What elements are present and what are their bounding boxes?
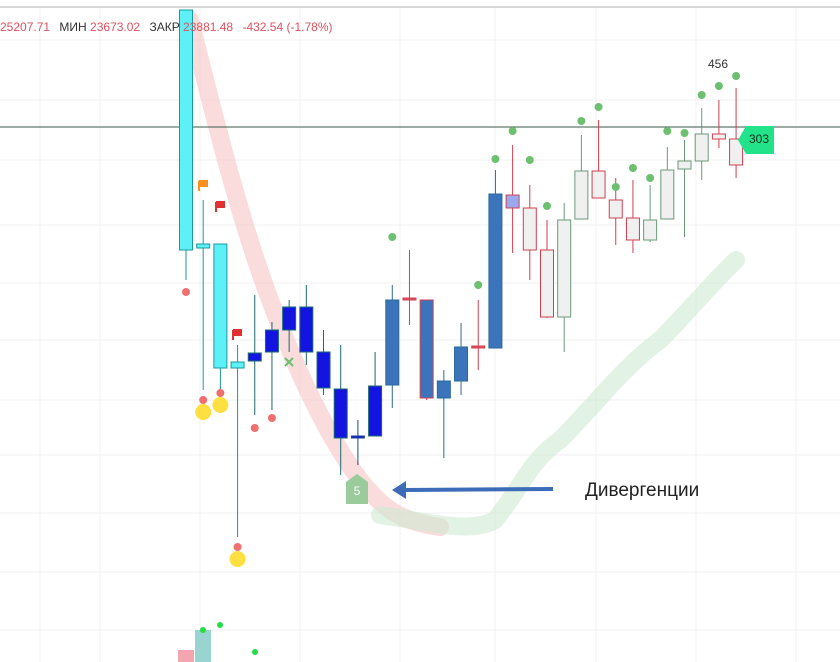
signal-dot <box>714 82 723 90</box>
divergence-label: Дивергенции <box>585 480 699 501</box>
low-label: МИН <box>59 20 86 34</box>
signal-dot <box>577 117 586 125</box>
signal-dot <box>216 389 225 397</box>
signal-dot <box>732 72 741 80</box>
arrow-head <box>392 481 406 499</box>
candle-body <box>591 170 606 199</box>
close-value: 23881.48 <box>183 20 233 34</box>
divergence-badge-label: 5 <box>354 484 361 498</box>
low-value: 23673.02 <box>90 20 140 34</box>
signal-dot <box>611 183 620 191</box>
candle-body <box>282 306 297 331</box>
candle-body <box>643 219 658 241</box>
signal-dot <box>594 103 603 111</box>
change-value: -432.54 (-1.78%) <box>242 20 332 34</box>
signal-dot <box>182 288 190 296</box>
signal-dot <box>646 174 655 182</box>
candle-body <box>522 207 537 251</box>
green-ribbon <box>371 251 745 536</box>
flag <box>215 201 225 212</box>
candle-body <box>402 297 417 301</box>
volume-bar <box>178 650 194 662</box>
cross <box>284 357 294 367</box>
candle-body <box>557 219 572 318</box>
signal-dot <box>491 155 500 163</box>
candle-body <box>385 299 400 386</box>
candle-body <box>316 351 331 389</box>
candle-body <box>264 329 279 353</box>
candle-body <box>574 170 589 220</box>
signal-dot <box>267 414 276 422</box>
signal-dot <box>195 404 212 420</box>
candle-body <box>539 249 554 318</box>
candle-body <box>436 380 451 399</box>
candle-body <box>711 133 726 140</box>
candle-body <box>419 299 434 399</box>
volume-dot <box>217 622 223 628</box>
candle-body <box>694 133 709 162</box>
signal-dot <box>388 233 397 241</box>
candle-body <box>179 9 193 251</box>
signal-dot <box>229 551 246 567</box>
candle-body <box>230 361 245 369</box>
candle-body <box>350 435 365 439</box>
candles <box>179 9 744 567</box>
price-badge <box>738 126 774 154</box>
candle-body <box>488 193 503 349</box>
candle-body <box>625 217 640 241</box>
flag <box>198 180 208 191</box>
volume-dot <box>252 649 258 655</box>
signal-dot <box>199 396 208 404</box>
candle-body <box>299 306 314 353</box>
red-ribbon <box>181 11 449 536</box>
signal-dot <box>233 543 242 551</box>
candle-body <box>213 243 228 369</box>
candle-body <box>729 138 744 166</box>
signal-dot <box>250 424 259 432</box>
divergence-badge <box>346 474 368 504</box>
count-label: 456 <box>708 57 728 71</box>
signal-dot <box>474 281 483 289</box>
candle-body <box>608 199 623 219</box>
candle-body <box>677 160 692 170</box>
candle-body <box>368 385 383 437</box>
volume-dot <box>200 627 206 633</box>
candle-body <box>333 388 348 439</box>
signal-dot <box>680 129 689 137</box>
signal-dot <box>525 156 534 164</box>
candle-body <box>196 243 211 249</box>
signal-dot <box>663 127 672 135</box>
signal-dot <box>628 164 637 172</box>
candle-body <box>505 194 520 209</box>
signal-dot <box>697 91 706 99</box>
signal-dot <box>212 397 229 413</box>
candle-body <box>660 169 675 220</box>
signal-dot <box>542 202 551 210</box>
close-label: ЗАКР <box>149 20 179 34</box>
candle-body <box>471 345 486 349</box>
volume-bar <box>195 630 211 662</box>
candle-body <box>247 352 262 362</box>
ohlc-legend: 25207.71 МИН 23673.02 ЗАКР 23881.48 -432… <box>0 20 333 34</box>
high-value: 25207.71 <box>0 20 50 34</box>
arrow-shaft <box>403 487 554 492</box>
flag <box>232 329 242 340</box>
price-badge-label: 303 <box>749 132 769 146</box>
signal-dot <box>508 127 517 135</box>
candle-body <box>454 346 469 382</box>
